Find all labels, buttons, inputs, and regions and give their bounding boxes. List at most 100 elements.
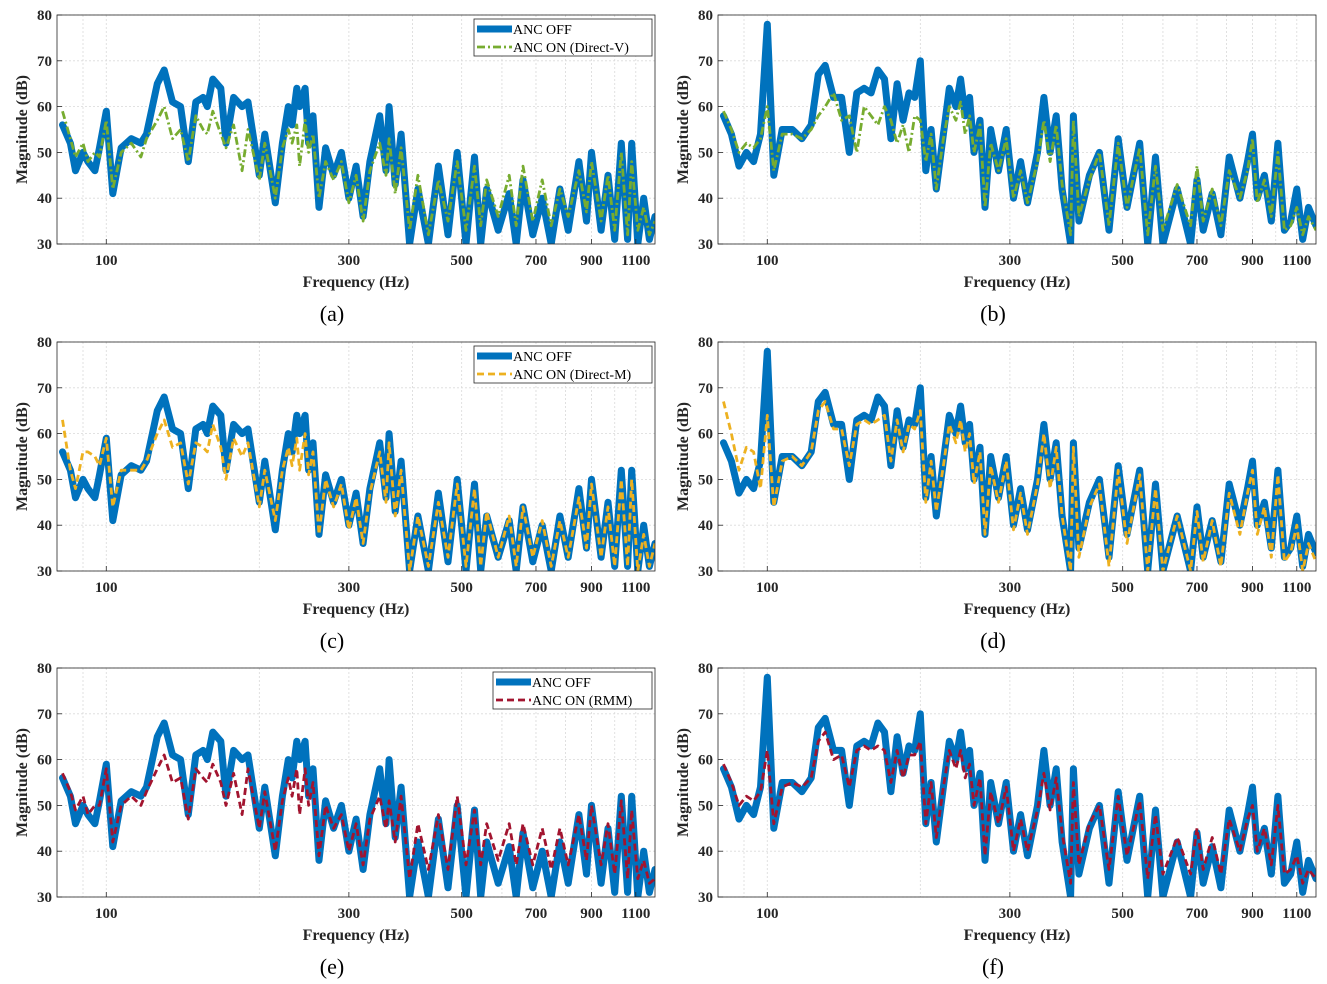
y-tick-label: 40: [37, 518, 52, 534]
subplot-caption: (c): [320, 628, 344, 653]
y-tick-label: 60: [37, 427, 52, 443]
y-axis-label: Magnitude (dB): [675, 75, 692, 184]
axes-box: [56, 14, 656, 245]
y-axis-label: Magnitude (dB): [14, 75, 31, 184]
x-tick-label: 1100: [621, 906, 650, 922]
series-anc-on-line: [61, 105, 655, 237]
y-tick-label: 60: [698, 427, 713, 443]
x-tick-label: 500: [450, 253, 473, 269]
y-tick-label: 50: [698, 472, 713, 488]
x-tick-label: 900: [1241, 906, 1264, 922]
x-tick-label: 100: [756, 580, 779, 596]
legend-box: [473, 345, 653, 384]
y-tick-label: 40: [698, 191, 713, 207]
x-tick-label: 1100: [1282, 906, 1311, 922]
x-tick-label: 100: [95, 253, 118, 269]
x-tick-label: 700: [525, 906, 548, 922]
x-axis-label: Frequency (Hz): [964, 927, 1071, 944]
x-tick-label: 300: [999, 580, 1022, 596]
x-axis-label: Frequency (Hz): [303, 274, 410, 291]
y-tick-label: 40: [37, 844, 52, 860]
x-tick-label: 500: [450, 580, 473, 596]
subplot-caption: (d): [980, 628, 1006, 653]
x-tick-label: 700: [525, 253, 548, 269]
x-tick-label: 700: [1186, 906, 1209, 922]
y-tick-label: 60: [698, 753, 713, 769]
y-tick-label: 80: [698, 8, 713, 24]
x-tick-label: 700: [1186, 580, 1209, 596]
x-axis-label: Frequency (Hz): [303, 927, 410, 944]
y-axis-label: Magnitude (dB): [675, 402, 692, 511]
legend-box: [492, 671, 653, 710]
legend-entry: ANC OFF: [532, 676, 591, 691]
x-tick-label: 1100: [621, 580, 650, 596]
series-group: [59, 66, 655, 244]
x-tick-label: 500: [1111, 906, 1134, 922]
subplot-b: 30 40 50 60 70 80 100 300 500 700 900 1100 Frequency…: [675, 8, 1317, 326]
x-tick-label: 100: [756, 253, 779, 269]
legend-entry: ANC OFF: [513, 350, 572, 365]
subplot-f: 30 40 50 60 70 80 100 300 500 700 900 1100 Frequency…: [675, 661, 1317, 979]
series-anc-on-line: [61, 418, 655, 571]
x-tick-label: 500: [1111, 580, 1134, 596]
y-tick-label: 50: [37, 145, 52, 161]
y-tick-label: 80: [37, 8, 52, 24]
y-tick-label: 40: [698, 518, 713, 534]
subplot-a: 30 40 50 60 70 80 100 300 500 700 900 1100 Frequency…: [14, 8, 656, 326]
x-tick-label: 300: [999, 253, 1022, 269]
y-tick-label: 30: [698, 237, 713, 253]
x-tick-label: 900: [1241, 253, 1264, 269]
y-tick-label: 80: [698, 335, 713, 351]
subplot-c: 30 40 50 60 70 80 100 300 500 700 900 1100 Frequency…: [14, 335, 656, 653]
x-tick-label: 500: [1111, 253, 1134, 269]
x-tick-label: 300: [999, 906, 1022, 922]
y-tick-label: 50: [698, 145, 713, 161]
x-tick-label: 1100: [1282, 580, 1311, 596]
axes-box: [717, 14, 1317, 245]
y-tick-label: 70: [37, 381, 52, 397]
series-anc-on-line: [722, 91, 1316, 237]
y-tick-label: 30: [37, 237, 52, 253]
y-tick-label: 60: [37, 753, 52, 769]
series-group: [59, 393, 655, 571]
series-anc-on-line: [722, 400, 1316, 571]
x-tick-label: 300: [338, 253, 361, 269]
x-axis-label: Frequency (Hz): [303, 601, 410, 618]
subplot-e: 30 40 50 60 70 80 100 300 500 700 900 1100 Frequency…: [14, 661, 656, 979]
series-anc-on-line: [722, 730, 1316, 885]
y-tick-label: 30: [37, 564, 52, 580]
y-tick-label: 80: [698, 661, 713, 677]
axes-box: [717, 341, 1317, 572]
subplot-d: 30 40 50 60 70 80 100 300 500 700 900 1100 Frequency…: [675, 335, 1317, 653]
x-tick-label: 900: [580, 580, 603, 596]
x-tick-label: 100: [95, 906, 118, 922]
x-tick-label: 1100: [1282, 253, 1311, 269]
subplot-caption: (e): [320, 954, 344, 979]
y-tick-label: 70: [37, 707, 52, 723]
y-tick-label: 50: [698, 798, 713, 814]
axes-box: [56, 667, 656, 898]
x-tick-label: 1100: [621, 253, 650, 269]
x-tick-label: 700: [1186, 253, 1209, 269]
legend-entry: ANC ON (RMM): [532, 694, 633, 709]
series-group: [720, 673, 1316, 897]
subplot-caption: (b): [980, 301, 1006, 326]
y-tick-label: 70: [37, 54, 52, 70]
axes-box: [717, 667, 1317, 898]
x-tick-label: 100: [95, 580, 118, 596]
x-tick-label: 900: [1241, 580, 1264, 596]
y-tick-label: 60: [37, 100, 52, 116]
series-group: [720, 20, 1316, 244]
y-tick-label: 30: [698, 564, 713, 580]
axes-box: [56, 341, 656, 572]
legend-entry: ANC OFF: [513, 23, 572, 38]
x-tick-label: 300: [338, 580, 361, 596]
y-tick-label: 60: [698, 100, 713, 116]
y-axis-label: Magnitude (dB): [14, 402, 31, 511]
series-group: [720, 347, 1316, 571]
y-axis-label: Magnitude (dB): [14, 728, 31, 837]
legend: ANC OFF ANC ON (Direct-V): [473, 18, 653, 57]
x-tick-label: 900: [580, 906, 603, 922]
y-tick-label: 70: [698, 381, 713, 397]
